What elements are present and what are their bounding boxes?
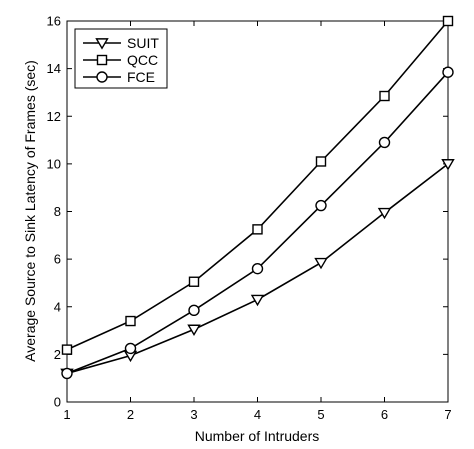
x-tick-label: 4	[254, 407, 261, 422]
legend-marker-fce	[96, 71, 108, 83]
data-point-qcc	[125, 315, 136, 327]
legend-marker-suit	[95, 38, 109, 50]
legend-item-fce: FCE	[83, 69, 155, 85]
y-tick-label: 10	[47, 156, 61, 171]
x-tick-label: 5	[317, 407, 324, 422]
data-point-qcc	[442, 15, 454, 27]
y-tick-label: 16	[47, 14, 61, 29]
data-point-fce	[251, 262, 264, 275]
data-point-qcc	[61, 344, 73, 355]
data-point-suit	[314, 257, 328, 270]
data-point-fce	[315, 199, 327, 212]
x-tick-label: 1	[63, 407, 70, 422]
data-point-fce	[188, 304, 200, 317]
data-point-fce	[124, 342, 137, 355]
data-point-suit	[377, 207, 392, 220]
x-tick-label: 3	[190, 407, 197, 422]
legend-item-suit: SUIT	[83, 35, 159, 51]
data-point-suit	[250, 294, 265, 307]
legend-item-qcc: QCC	[83, 52, 158, 68]
data-point-fce	[442, 66, 454, 78]
data-point-qcc	[252, 224, 263, 235]
legend-label: QCC	[127, 52, 158, 68]
data-point-suit	[187, 324, 201, 336]
y-tick-label: 4	[54, 299, 61, 314]
series-qcc	[61, 15, 454, 355]
x-tick-label: 6	[381, 407, 388, 422]
x-tick-label: 7	[444, 407, 451, 422]
data-point-qcc	[315, 156, 327, 167]
data-point-suit	[441, 159, 455, 171]
x-axis-label: Number of Intruders	[195, 428, 320, 444]
legend-box	[74, 28, 168, 89]
y-tick-label: 12	[47, 109, 61, 124]
legend-marker-qcc	[96, 54, 108, 66]
y-tick-label: 2	[54, 347, 61, 362]
data-point-fce	[61, 367, 73, 380]
y-tick-label: 14	[47, 61, 61, 76]
series-suit	[60, 159, 455, 381]
series-fce	[61, 66, 454, 380]
data-point-qcc	[188, 276, 200, 287]
y-axis-label: Average Source to Sink Latency of Frames…	[22, 60, 38, 362]
y-tick-label: 6	[54, 252, 61, 267]
legend-label: SUIT	[127, 35, 159, 51]
data-point-qcc	[379, 90, 390, 102]
y-tick-label: 0	[54, 395, 61, 410]
data-point-fce	[378, 136, 391, 149]
series-layer	[60, 15, 455, 381]
x-tick-label: 2	[127, 407, 134, 422]
y-tick-label: 8	[54, 204, 61, 219]
legend-label: FCE	[127, 69, 155, 85]
